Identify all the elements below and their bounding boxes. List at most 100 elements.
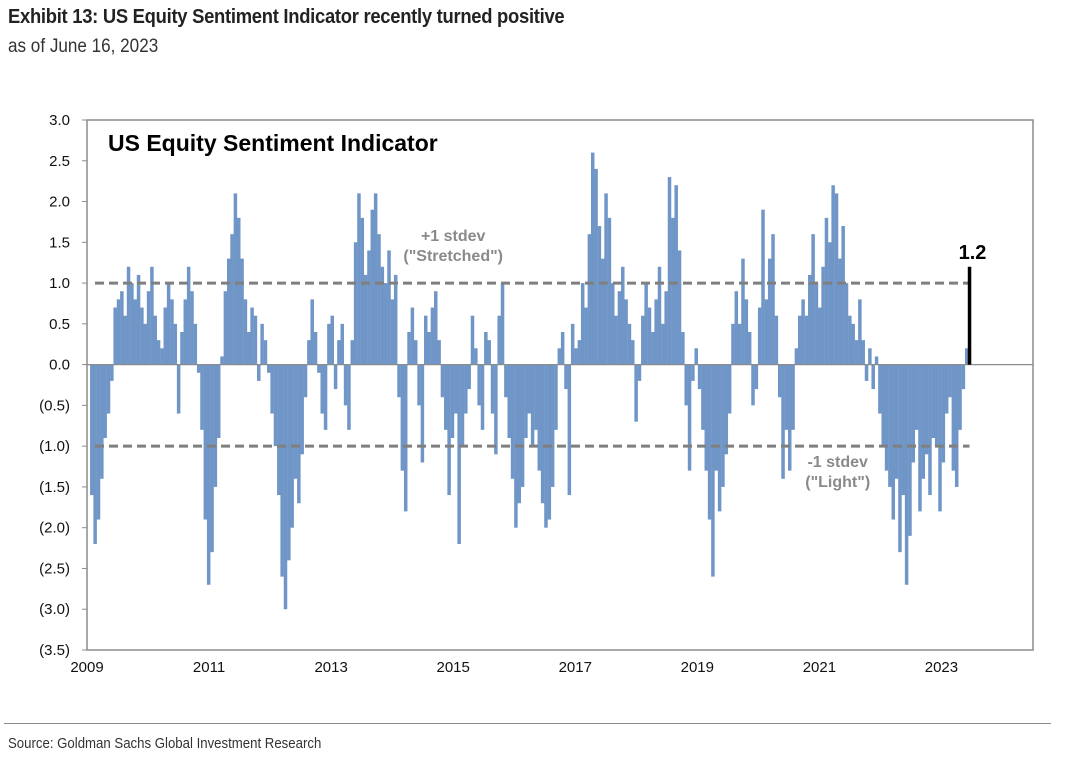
bar (784, 364, 789, 430)
bar (196, 364, 201, 373)
bar (460, 364, 465, 447)
bar (176, 364, 181, 414)
bar (403, 364, 408, 512)
bar (604, 193, 608, 365)
bar (170, 299, 174, 365)
bar (818, 307, 822, 365)
bar (327, 323, 331, 365)
bar (247, 332, 251, 365)
bar (113, 307, 117, 365)
bar (704, 364, 709, 471)
bar (814, 283, 819, 365)
bar (507, 364, 511, 438)
bar (921, 364, 926, 479)
bar (220, 356, 224, 365)
bar (931, 364, 936, 438)
bar (497, 315, 501, 365)
bar (280, 364, 284, 577)
bar (757, 307, 762, 365)
bar-series (90, 152, 969, 610)
stretched-label-line1: +1 stdev (421, 228, 486, 245)
bar (727, 364, 732, 414)
bar (621, 266, 625, 365)
bar (283, 364, 288, 610)
bar (397, 364, 401, 398)
bar (490, 364, 495, 414)
bar (287, 364, 291, 561)
bar (560, 332, 565, 365)
bar (811, 234, 815, 365)
y-tick-label: 2.5 (49, 153, 70, 170)
bar (293, 364, 298, 479)
x-tick-label: 2015 (437, 659, 470, 676)
bar (277, 364, 281, 496)
bar (357, 193, 361, 365)
bar (190, 291, 194, 365)
bar (143, 323, 147, 365)
bar (707, 364, 712, 520)
bar (110, 364, 114, 381)
bar (771, 234, 775, 365)
x-tick-label: 2009 (70, 659, 103, 676)
bar (150, 266, 154, 365)
bar (741, 258, 745, 365)
bar (714, 364, 719, 471)
x-tick-label: 2011 (193, 659, 225, 676)
bar (954, 364, 959, 487)
bar (781, 364, 785, 479)
bar (183, 299, 188, 365)
stretched-label-line2: ("Stretched") (403, 248, 503, 265)
bar (510, 364, 515, 479)
bar (480, 364, 485, 430)
bar (687, 364, 692, 471)
bar (337, 340, 341, 365)
bar (761, 209, 765, 365)
bar (377, 234, 381, 365)
bar (474, 348, 478, 365)
bar (340, 323, 345, 365)
y-tick-label: (1.5) (39, 479, 70, 496)
light-label-line2: ("Light") (805, 474, 870, 491)
bar (657, 266, 662, 365)
bar (751, 364, 755, 406)
bar (908, 364, 912, 536)
bar (166, 283, 171, 365)
bar (888, 364, 892, 487)
bar (267, 364, 271, 373)
bar (901, 364, 906, 496)
bar (323, 364, 328, 430)
latest-value-label: 1.2 (959, 242, 987, 264)
bar (951, 364, 956, 471)
bar (597, 226, 602, 365)
bar (848, 315, 852, 365)
x-tick-label: 2017 (559, 659, 592, 676)
bar (941, 364, 946, 463)
bar (383, 283, 388, 365)
bar (871, 364, 875, 390)
bar (437, 340, 441, 365)
bar (427, 332, 431, 365)
bar (407, 332, 411, 365)
bar (831, 185, 835, 365)
bar (767, 258, 772, 365)
bar (173, 323, 178, 365)
bar (353, 242, 358, 365)
bar (307, 340, 311, 365)
bar (240, 258, 244, 365)
bar (236, 217, 241, 365)
bar (263, 340, 268, 365)
bar (851, 323, 855, 365)
y-tick-label: 1.5 (49, 234, 70, 251)
bar (330, 315, 334, 365)
bar (641, 315, 645, 365)
bar (701, 364, 705, 430)
bar (146, 291, 151, 365)
bar (470, 315, 475, 365)
bar (898, 364, 902, 553)
bar (373, 193, 378, 365)
bar (156, 340, 161, 365)
bar (798, 315, 802, 365)
bar (864, 364, 869, 381)
bar (273, 364, 278, 447)
bar (527, 364, 532, 414)
